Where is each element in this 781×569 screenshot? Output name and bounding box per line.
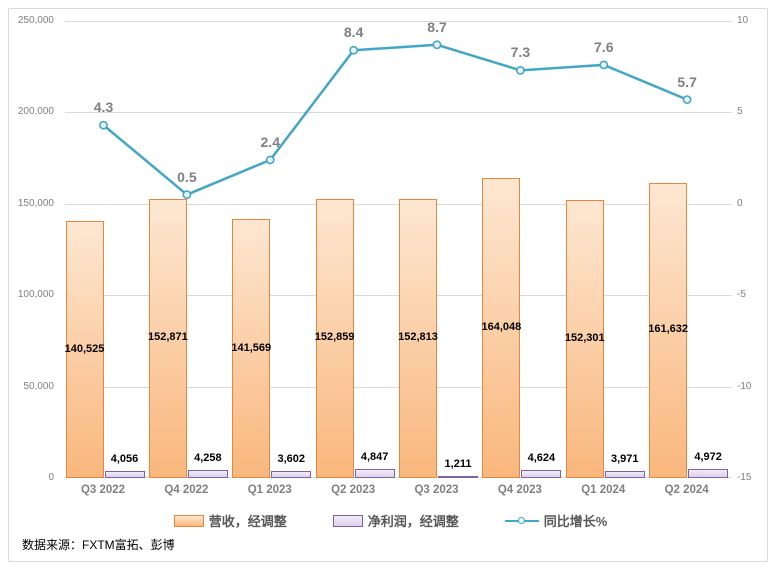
revenue-bar [399,198,437,478]
growth-value-label: 8.7 [427,18,447,35]
gridline [65,203,732,205]
revenue-bar [232,219,271,478]
legend-label-revenue: 营收，经调整 [208,514,287,529]
revenue-value-label: 140,525 [64,342,105,355]
growth-value-label: 2.4 [260,133,280,150]
profit-bar [271,471,312,478]
revenue-bar [315,198,354,478]
revenue-value-label: 152,813 [398,331,438,344]
legend-item-growth: 同比增长% [504,511,608,530]
revenue-bar [649,182,688,478]
gridline [65,112,732,114]
right-axis-tick: 0 [737,197,743,209]
profit-value-label: 1,211 [444,457,472,470]
gridline [65,386,732,388]
revenue-bar [565,199,604,478]
category-tick: Q1 2024 [581,484,626,496]
revenue-value-label: 141,569 [231,341,272,354]
category-axis: Q3 2022 Q4 2022 Q1 2023 Q2 2023 Q3 2023 Q4 20… [65,483,732,501]
growth-marker-icon [515,65,525,75]
right-axis-tick: 5 [737,106,743,118]
profit-value-label: 4,624 [527,451,556,464]
profit-value-label: 3,971 [610,452,639,465]
legend: 营收，经调整 净利润，经调整 同比增长% [0,511,781,530]
category-tick: Q1 2023 [247,484,292,496]
profit-bar [187,470,228,478]
growth-marker-icon [682,95,692,105]
growth-marker-icon [182,190,192,200]
profit-value-label: 4,847 [360,451,389,464]
profit-swatch-icon [332,514,363,527]
left-axis-tick: 0 [48,472,54,483]
profit-value-label: 4,056 [110,452,139,465]
left-axis-tick: 150,000 [17,197,54,209]
growth-line-swatch-icon [504,515,539,527]
profit-value-label: 3,602 [277,453,306,466]
gridline [65,21,732,22]
source-note: 数据来源：FXTM富拓、彭博 [22,538,175,552]
legend-item-revenue: 营收，经调整 [173,511,287,530]
growth-marker-icon [99,120,108,130]
growth-marker-icon [265,155,275,165]
legend-item-profit: 净利润，经调整 [332,511,459,530]
left-axis-tick: 200,000 [17,106,54,118]
left-value-axis: 250,000 200,000 150,000 100,000 50,000 0 [0,15,58,483]
profit-value-label: 4,972 [694,450,722,463]
category-tick: Q3 2022 [80,484,126,496]
category-tick: Q2 2024 [664,484,709,496]
category-tick: Q4 2022 [164,484,209,496]
growth-value-label: 7.6 [594,38,614,55]
plot-area: 140,525 4,056 152,871 4,258 141,569 3,602 152,… [65,18,732,478]
category-tick: Q3 2023 [414,484,459,496]
legend-label-profit: 净利润，经调整 [367,514,459,529]
profit-bar [521,469,562,478]
profit-bar [604,470,645,478]
growth-marker-icon [432,40,442,50]
right-axis-tick: 10 [737,15,749,26]
growth-marker-icon [599,60,609,70]
right-value-axis: 10 5 0 -5 -10 -15 [737,15,777,483]
right-axis-tick: -10 [737,380,752,392]
profit-bar [354,469,395,478]
profit-value-label: 4,258 [194,452,222,465]
revenue-bar [65,221,104,478]
profit-bar [688,468,729,478]
growth-value-label: 0.5 [177,168,197,185]
growth-marker-icon [349,45,359,55]
gridline [65,295,732,297]
right-axis-tick: -15 [737,472,752,483]
revenue-bar [148,198,187,478]
revenue-value-label: 161,632 [648,323,688,336]
revenue-value-label: 152,871 [147,331,188,344]
growth-value-label: 5.7 [677,73,697,90]
profit-bar [438,475,478,478]
revenue-swatch-icon [173,514,204,527]
left-axis-tick: 50,000 [23,380,54,392]
growth-value-label: 4.3 [93,99,114,116]
revenue-value-label: 152,859 [314,331,355,344]
legend-label-growth: 同比增长% [543,514,608,529]
growth-value-label: 7.3 [510,44,531,61]
gridline [65,477,732,478]
right-axis-tick: -5 [737,289,746,301]
profit-bar [104,470,145,478]
left-axis-tick: 100,000 [17,289,54,301]
revenue-value-label: 152,301 [564,331,605,344]
category-tick: Q4 2023 [497,484,542,496]
left-axis-tick: 250,000 [17,15,54,26]
category-tick: Q2 2023 [331,484,376,496]
revenue-value-label: 164,048 [481,321,522,334]
growth-value-label: 8.4 [343,24,364,41]
